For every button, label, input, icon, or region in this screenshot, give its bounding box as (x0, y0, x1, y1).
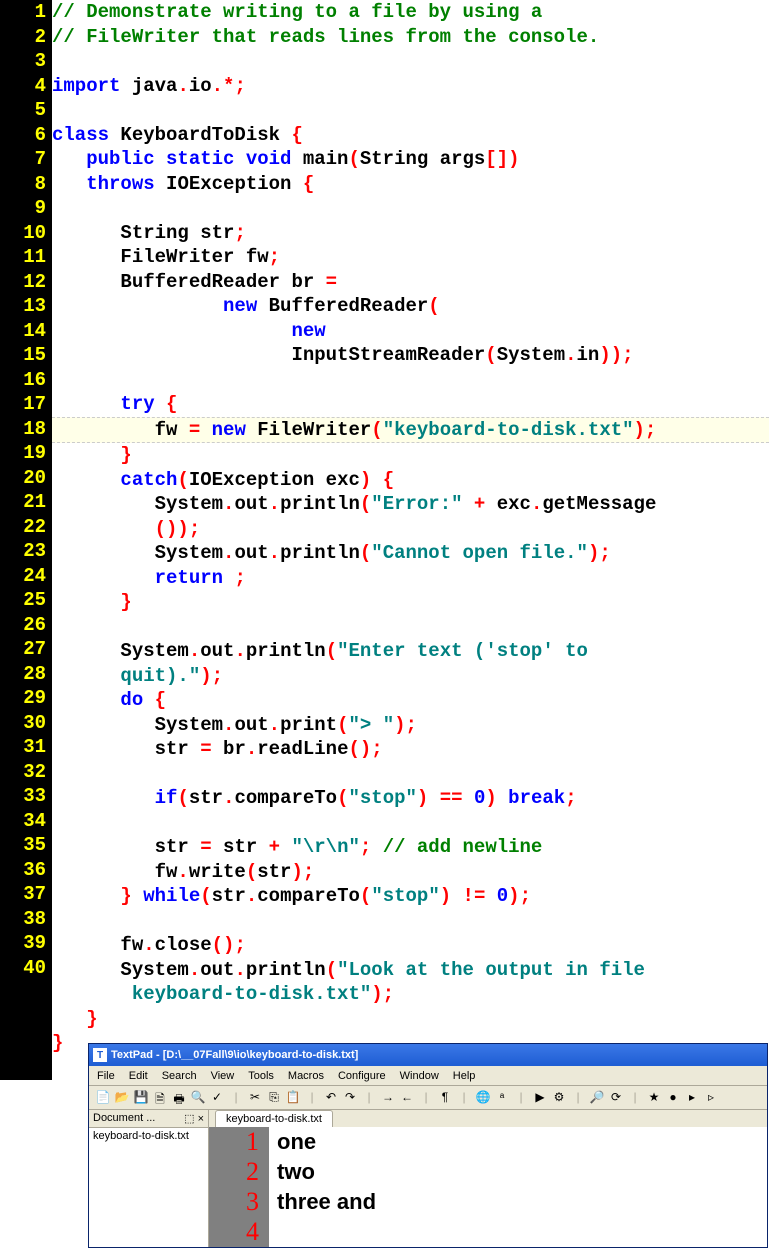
menu-edit[interactable]: Edit (129, 1070, 148, 1082)
paste-icon[interactable]: 📋 (285, 1090, 301, 1106)
bookmark-icon[interactable]: ★ (646, 1090, 662, 1106)
pin-icon[interactable]: ⬚ (184, 1113, 194, 1125)
menu-configure[interactable]: Configure (338, 1070, 386, 1082)
preview-icon[interactable]: 🔍 (190, 1090, 206, 1106)
record-icon[interactable]: ● (665, 1090, 681, 1106)
close-icon[interactable]: × (198, 1113, 204, 1125)
doc-panel-item[interactable]: keyboard-to-disk.txt (89, 1128, 208, 1144)
abc-icon[interactable]: ᵃ (494, 1090, 510, 1106)
document-panel: Document ... ⬚ × keyboard-to-disk.txt (89, 1110, 209, 1247)
code-area[interactable]: // Demonstrate writing to a file by usin… (52, 0, 769, 1080)
find-next-icon[interactable]: ⟳ (608, 1090, 624, 1106)
line-number-gutter: 1234567891011121314151617181920212223242… (0, 0, 52, 1080)
indent-icon[interactable]: → (380, 1090, 396, 1106)
print-icon[interactable]: 🖶 (171, 1090, 187, 1106)
spell-icon[interactable]: ✓ (209, 1090, 225, 1106)
code-editor: 1234567891011121314151617181920212223242… (0, 0, 769, 1080)
tab-label[interactable]: keyboard-to-disk.txt (215, 1110, 333, 1127)
cut-icon[interactable]: ✂ (247, 1090, 263, 1106)
menubar: File Edit Search View Tools Macros Configure Wi… (89, 1066, 767, 1086)
tab-bar: keyboard-to-disk.txt (209, 1110, 767, 1127)
content-line-numbers: 1234 (209, 1127, 269, 1247)
find-icon[interactable]: 🔎 (589, 1090, 605, 1106)
doc-panel-title: Document ... (93, 1112, 155, 1125)
menu-help[interactable]: Help (453, 1070, 476, 1082)
titlebar[interactable]: T TextPad - [D:\__07Fall\9\io\keyboard-t… (89, 1044, 767, 1066)
window-title: TextPad - [D:\__07Fall\9\io\keyboard-to-… (111, 1049, 358, 1061)
save-all-icon[interactable]: 🗎 (152, 1090, 168, 1106)
menu-macros[interactable]: Macros (288, 1070, 324, 1082)
compile-icon[interactable]: ⚙ (551, 1090, 567, 1106)
paragraph-icon[interactable]: ¶ (437, 1090, 453, 1106)
menu-tools[interactable]: Tools (248, 1070, 274, 1082)
toolbar: 📄📂💾🗎🖶🔍✓|✂⎘📋|↶↷|→←|¶|🌐ᵃ|▶⚙|🔎⟳|★●▸▹ (89, 1086, 767, 1110)
new-icon[interactable]: 📄 (95, 1090, 111, 1106)
next-icon[interactable]: ▹ (703, 1090, 719, 1106)
textpad-window: T TextPad - [D:\__07Fall\9\io\keyboard-t… (88, 1043, 768, 1248)
menu-file[interactable]: File (97, 1070, 115, 1082)
undo-icon[interactable]: ↶ (323, 1090, 339, 1106)
open-icon[interactable]: 📂 (114, 1090, 130, 1106)
run-icon[interactable]: ▶ (532, 1090, 548, 1106)
redo-icon[interactable]: ↷ (342, 1090, 358, 1106)
save-icon[interactable]: 💾 (133, 1090, 149, 1106)
menu-search[interactable]: Search (162, 1070, 197, 1082)
outdent-icon[interactable]: ← (399, 1090, 415, 1106)
app-icon: T (93, 1048, 107, 1062)
play-icon[interactable]: ▸ (684, 1090, 700, 1106)
content-text: onetwothree and (269, 1127, 767, 1247)
globe-icon[interactable]: 🌐 (475, 1090, 491, 1106)
copy-icon[interactable]: ⎘ (266, 1090, 282, 1106)
text-content[interactable]: 1234 onetwothree and (209, 1127, 767, 1247)
menu-window[interactable]: Window (400, 1070, 439, 1082)
doc-panel-header: Document ... ⬚ × (89, 1110, 208, 1128)
menu-view[interactable]: View (211, 1070, 235, 1082)
